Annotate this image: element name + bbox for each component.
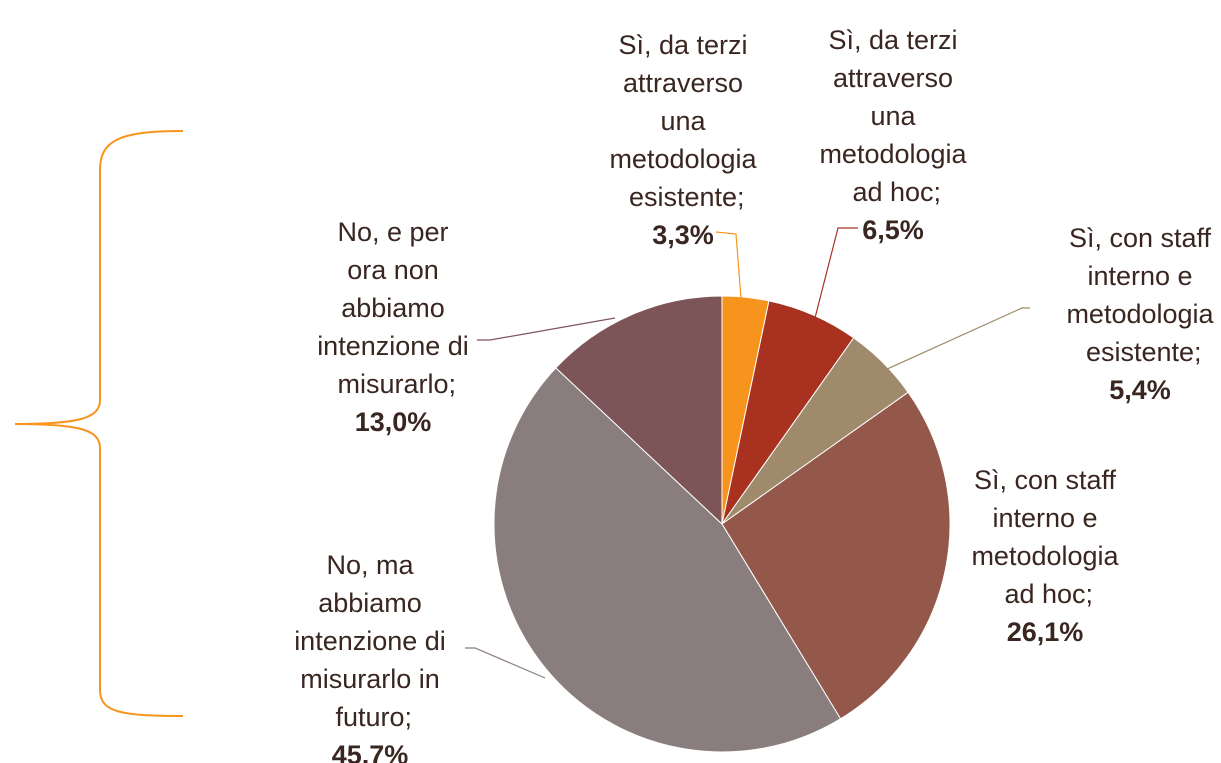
- data-label-name: Sì, con staff interno e metodologia esisten…: [1066, 223, 1214, 367]
- leader-line: [465, 647, 546, 679]
- leader-line: [715, 231, 742, 299]
- brace: [14, 130, 184, 717]
- data-label-value: 26,1%: [1007, 617, 1084, 647]
- data-label-value: 6,5%: [862, 215, 924, 245]
- data-label-separator: ;: [1086, 579, 1094, 609]
- pie-slice: [721, 391, 951, 720]
- data-label-separator: ;: [405, 702, 413, 732]
- data-label-value: 13,0%: [355, 407, 432, 437]
- data-label-separator: ;: [449, 369, 457, 399]
- data-label-name: Sì, da terzi attraverso una metodologia esis…: [609, 30, 757, 212]
- leader-line: [477, 317, 616, 341]
- data-label-name: Sì, da terzi attraverso una metodologia ad h…: [819, 25, 967, 207]
- leader-line: [814, 227, 858, 319]
- data-label-separator: ;: [934, 177, 942, 207]
- data-label-name: No, e per ora non abbiamo intenzione di misu…: [317, 217, 469, 399]
- data-label-value: 3,3%: [652, 220, 714, 250]
- data-label-name: No, ma abbiamo intenzione di misurarlo in fu…: [294, 550, 446, 732]
- data-label-separator: ;: [737, 182, 745, 212]
- pie-slice: [493, 367, 842, 753]
- data-label-value: 45,7%: [332, 740, 409, 763]
- data-label-name: Sì, con staff interno e metodologia ad hoc: [971, 465, 1119, 609]
- pie-slice: [555, 295, 723, 526]
- data-label-separator: ;: [1194, 337, 1202, 367]
- leader-line: [884, 307, 1030, 371]
- data-label-value: 5,4%: [1109, 375, 1171, 405]
